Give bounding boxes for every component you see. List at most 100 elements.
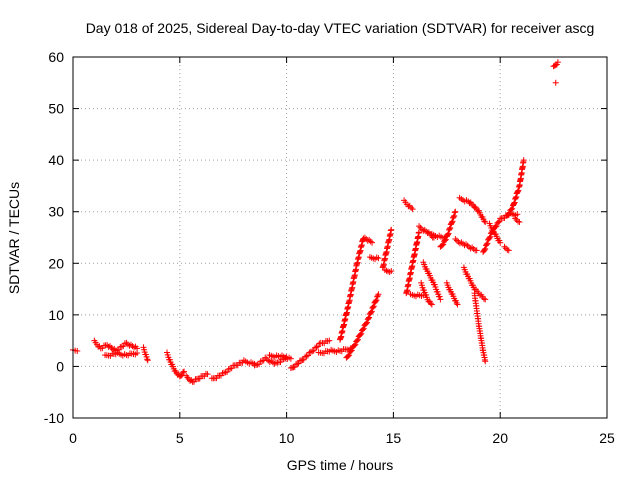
data-point xyxy=(487,233,494,240)
data-point xyxy=(454,301,461,308)
data-point xyxy=(515,187,522,194)
data-point xyxy=(424,230,431,237)
data-point xyxy=(416,229,423,236)
y-tick-label: 60 xyxy=(48,49,64,65)
data-point xyxy=(74,347,81,354)
data-point xyxy=(427,300,434,307)
data-point xyxy=(473,247,480,254)
data-point xyxy=(450,213,457,220)
data-point xyxy=(313,344,320,351)
data-point xyxy=(372,298,379,305)
data-point xyxy=(509,205,516,212)
data-point xyxy=(439,242,446,249)
data-point xyxy=(496,218,503,225)
data-point xyxy=(144,357,151,364)
data-point xyxy=(442,236,449,243)
data-point xyxy=(416,223,423,230)
y-tick-label: -10 xyxy=(44,410,64,426)
x-axis-label: GPS time / hours xyxy=(287,457,394,473)
data-point xyxy=(514,188,521,195)
data-point xyxy=(196,375,203,382)
data-point xyxy=(375,255,382,262)
data-point xyxy=(105,343,112,350)
data-point xyxy=(482,296,489,303)
data-point xyxy=(181,368,188,375)
data-point xyxy=(497,239,504,246)
data-point xyxy=(287,355,294,362)
data-point xyxy=(495,219,502,226)
data-point xyxy=(408,204,415,211)
chart-title: Day 018 of 2025, Sidereal Day-to-day VTE… xyxy=(86,20,595,36)
data-point xyxy=(388,268,395,275)
data-point xyxy=(437,296,444,303)
data-point xyxy=(515,218,521,225)
data-point xyxy=(511,200,518,207)
data-point xyxy=(180,369,187,376)
data-point xyxy=(204,371,211,378)
data-point xyxy=(363,319,370,326)
data-point xyxy=(360,325,367,332)
data-point xyxy=(368,309,375,316)
data-point xyxy=(368,308,375,315)
data-point xyxy=(483,241,490,248)
data-point xyxy=(354,337,361,344)
x-tick-label: 10 xyxy=(279,430,295,446)
data-point xyxy=(309,348,316,355)
data-point xyxy=(374,293,381,300)
data-point xyxy=(482,245,489,252)
data-point xyxy=(449,218,456,225)
data-point xyxy=(144,356,151,363)
data-point xyxy=(354,336,361,343)
data-point xyxy=(295,360,302,367)
data-point xyxy=(347,348,354,355)
data-point xyxy=(505,247,512,254)
data-point xyxy=(513,193,520,200)
data-point xyxy=(486,234,493,241)
data-point xyxy=(326,337,333,344)
data-point xyxy=(440,241,447,248)
data-point xyxy=(447,224,454,231)
data-point xyxy=(501,243,508,250)
data-point xyxy=(364,237,371,244)
data-point xyxy=(351,342,358,349)
data-point xyxy=(451,212,458,219)
data-point xyxy=(428,301,435,308)
data-point xyxy=(506,210,513,217)
axis-ticks: 0 5 10 15 20 25 -10 0 10 20 30 40 50 60 xyxy=(44,49,615,446)
data-point xyxy=(346,352,353,359)
x-tick-label: 15 xyxy=(386,430,402,446)
data-point xyxy=(466,200,473,207)
data-point xyxy=(409,206,416,213)
data-point xyxy=(187,377,194,384)
data-point xyxy=(448,219,455,226)
data-point xyxy=(481,246,488,253)
data-point xyxy=(134,350,141,357)
data-point xyxy=(314,343,321,350)
data-point xyxy=(224,368,231,375)
data-point xyxy=(516,219,523,226)
data-point xyxy=(504,246,511,253)
data-point xyxy=(373,297,380,304)
data-point xyxy=(552,79,559,86)
data-point xyxy=(520,157,527,164)
data-point xyxy=(436,293,443,300)
data-point xyxy=(345,353,352,360)
data-point xyxy=(508,206,515,213)
data-point xyxy=(109,346,116,353)
y-tick-label: 50 xyxy=(48,101,64,117)
data-point xyxy=(554,59,561,66)
data-point xyxy=(307,348,314,355)
data-point xyxy=(358,330,365,337)
x-tick-label: 5 xyxy=(176,430,184,446)
data-point xyxy=(348,347,355,354)
data-point xyxy=(312,344,319,351)
y-tick-label: 30 xyxy=(48,204,64,220)
data-point xyxy=(359,326,366,333)
data-points xyxy=(70,59,561,385)
data-point xyxy=(511,199,518,206)
data-point xyxy=(177,372,184,379)
data-point xyxy=(482,219,489,226)
data-point xyxy=(365,315,372,322)
y-tick-label: 20 xyxy=(48,255,64,271)
